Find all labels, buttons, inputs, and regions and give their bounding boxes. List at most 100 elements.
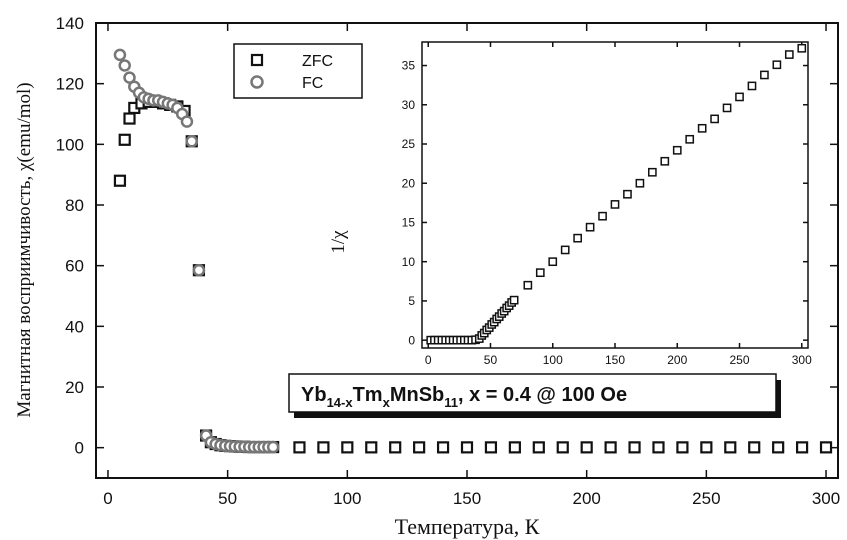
y-tick-label: 35	[402, 59, 416, 73]
fc-point	[192, 263, 206, 277]
zfc-point	[676, 441, 689, 454]
x-tick-label: 200	[667, 353, 687, 367]
zfc-point	[413, 441, 426, 454]
y-tick-label: 80	[65, 196, 84, 215]
zfc-point	[460, 441, 474, 454]
zfc-point	[118, 133, 131, 146]
inset-point	[623, 189, 632, 199]
zfc-point	[317, 441, 330, 454]
inset-point	[635, 178, 645, 188]
inset-data-points	[426, 43, 807, 345]
y-tick-label: 30	[402, 98, 416, 112]
y-tick-label: 0	[408, 333, 415, 347]
zfc-point	[604, 441, 617, 454]
zfc-point	[652, 441, 665, 454]
inset-point	[772, 60, 782, 70]
inset-y-axis-label: 1/χ	[328, 230, 349, 254]
y-tick-label: 120	[56, 75, 84, 94]
x-tick-label: 250	[692, 489, 720, 508]
inset-point	[573, 233, 582, 243]
y-tick-label: 10	[402, 255, 416, 269]
inset-point	[784, 50, 794, 59]
inset-point	[585, 222, 595, 232]
y-tick-label: 60	[65, 257, 84, 276]
zfc-point	[123, 112, 136, 125]
legend-zfc-marker	[250, 53, 264, 67]
inset-point	[648, 167, 657, 177]
y-tick-label: 20	[65, 378, 84, 397]
main-data-points	[113, 48, 833, 454]
annotation-text: Yb14-xTmxMnSb11, x = 0.4 @ 100 Oe	[301, 384, 627, 410]
zfc-point	[293, 441, 306, 454]
x-tick-label: 100	[543, 353, 563, 367]
y-tick-label: 100	[56, 135, 84, 154]
x-tick-label: 250	[730, 353, 750, 367]
zfc-point	[580, 441, 593, 454]
inset-plot: 0 50 100 150 200 250 300 0 5 10 15 20 25 30 35 1/χ	[328, 41, 812, 367]
legend-box	[233, 43, 363, 99]
x-tick-label: 150	[453, 489, 481, 508]
inset-point	[509, 295, 519, 305]
y-tick-label: 5	[408, 294, 415, 308]
sample-annotation: Yb14-xTmxMnSb11, x = 0.4 @ 100 Oe	[288, 373, 781, 418]
zfc-point	[724, 441, 737, 454]
legend-fc-label: FC	[302, 75, 323, 92]
main-x-axis-label: Температура, К	[395, 514, 540, 539]
inset-point	[697, 123, 707, 133]
x-tick-label: 150	[605, 353, 625, 367]
x-tick-label: 300	[792, 353, 812, 367]
x-tick-label: 200	[572, 489, 600, 508]
fc-point	[118, 59, 131, 72]
y-tick-label: 140	[56, 14, 84, 33]
zfc-point	[748, 441, 761, 454]
inset-point	[735, 92, 744, 102]
zfc-point	[628, 441, 641, 454]
inset-point	[685, 134, 695, 144]
x-tick-label: 50	[218, 489, 237, 508]
inset-point	[548, 257, 558, 267]
zfc-point	[700, 441, 713, 454]
fc-point	[123, 71, 136, 84]
legend: ZFC FC	[233, 43, 363, 99]
fc-point	[113, 48, 127, 62]
inset-point	[747, 81, 757, 91]
fc-point	[185, 135, 198, 148]
zfc-point	[508, 441, 521, 454]
x-tick-label: 50	[484, 353, 498, 367]
x-tick-label: 0	[103, 489, 112, 508]
inset-point	[722, 103, 732, 113]
x-tick-label: 300	[812, 489, 840, 508]
inset-point	[610, 200, 620, 209]
zfc-point	[819, 441, 833, 454]
x-tick-label: 0	[425, 353, 432, 367]
inset-point	[760, 70, 769, 80]
y-tick-label: 40	[65, 317, 84, 336]
zfc-point	[341, 441, 354, 454]
x-tick-label: 100	[333, 489, 361, 508]
legend-fc-marker	[250, 75, 264, 89]
zfc-point	[113, 174, 127, 187]
zfc-point	[484, 441, 498, 454]
inset-point	[797, 43, 807, 53]
inset-point	[660, 156, 670, 166]
zfc-point	[556, 441, 569, 454]
inset-axis-ticks: 0 50 100 150 200 250 300 0 5 10 15 20 25 30 35	[402, 42, 812, 367]
inset-point	[560, 245, 570, 255]
fc-point	[266, 440, 280, 454]
zfc-point	[532, 441, 545, 454]
y-tick-label: 0	[75, 439, 84, 458]
fc-point	[180, 115, 194, 128]
zfc-point	[365, 441, 378, 454]
zfc-point	[436, 441, 450, 454]
inset-point	[523, 280, 533, 290]
y-tick-label: 20	[402, 176, 416, 190]
inset-point	[672, 145, 682, 155]
inset-point	[710, 114, 719, 124]
zfc-point	[389, 441, 402, 454]
y-tick-label: 15	[402, 216, 416, 230]
inset-point	[535, 268, 545, 278]
annotation-box	[288, 373, 777, 413]
legend-zfc-label: ZFC	[302, 53, 333, 70]
